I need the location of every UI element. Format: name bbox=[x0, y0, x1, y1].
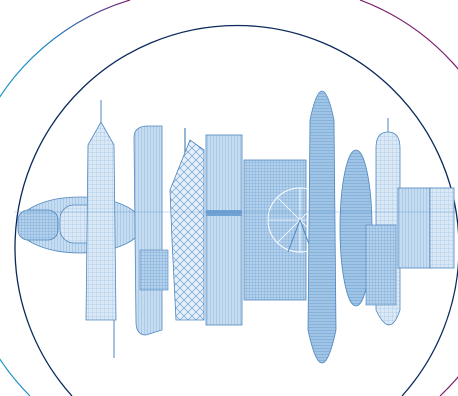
left-dome-building bbox=[17, 196, 143, 254]
tower-block bbox=[205, 134, 243, 326]
tower-diamond bbox=[169, 139, 205, 321]
tower-rounded bbox=[133, 125, 169, 336]
outer-ring-right bbox=[359, 0, 458, 396]
tower-left-spire bbox=[85, 100, 117, 358]
outer-ring bbox=[0, 0, 131, 396]
inner-ring bbox=[14, 24, 458, 396]
right-low-blocks bbox=[397, 187, 455, 269]
ferris-wheel-building bbox=[243, 159, 333, 301]
tower-stepped bbox=[365, 118, 401, 326]
tower-tallest-oval bbox=[307, 90, 337, 364]
